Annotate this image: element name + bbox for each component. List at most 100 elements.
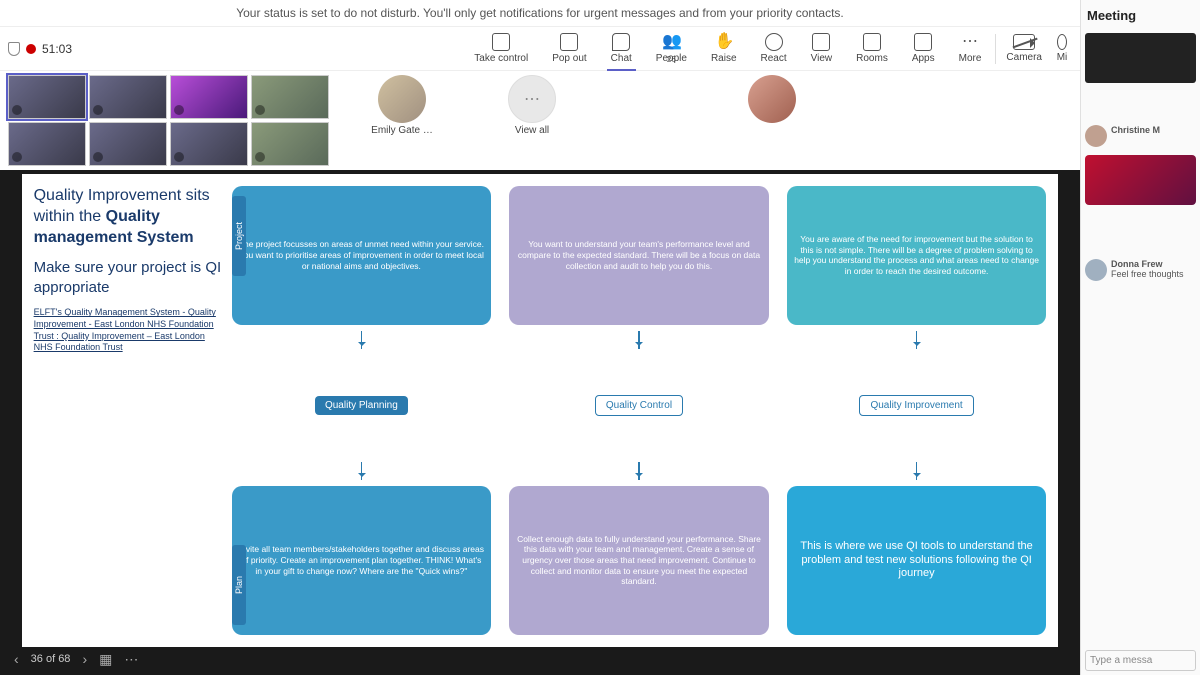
chat-text: Feel free thoughts: [1111, 269, 1196, 279]
flow-box: Invite all team members/stakeholders tog…: [232, 486, 492, 635]
flow-box: Collect enough data to fully understand …: [509, 486, 769, 635]
view-button[interactable]: View: [801, 31, 843, 66]
grid-icon: [812, 33, 830, 51]
react-button[interactable]: React: [751, 31, 797, 66]
next-slide-button[interactable]: ›: [82, 651, 87, 667]
self-view[interactable]: [722, 75, 822, 123]
camera-toggle[interactable]: Camera: [1000, 32, 1048, 65]
participant-name: Emily Gate …: [371, 125, 433, 136]
flow-box: The project focusses on areas of unmet n…: [232, 186, 492, 325]
apps-label: Apps: [912, 53, 935, 64]
participant-thumb[interactable]: [89, 75, 167, 119]
chat-panel-title: Meeting: [1085, 4, 1196, 27]
participant-thumb[interactable]: [170, 122, 248, 166]
raise-label: Raise: [711, 53, 737, 64]
chat-thumbnail: [1085, 33, 1196, 83]
flow-pill: Quality Planning: [315, 396, 408, 415]
arrow-down-icon: [361, 331, 363, 349]
rooms-icon: [863, 33, 881, 51]
flow-box-highlight: This is where we use QI tools to underst…: [787, 486, 1047, 635]
mute-icon: [174, 152, 184, 162]
pop-out-button[interactable]: Pop out: [542, 31, 596, 66]
camera-off-icon: [1013, 34, 1035, 50]
mute-icon: [93, 105, 103, 115]
mute-icon: [12, 105, 22, 115]
mute-icon: [255, 152, 265, 162]
hand-icon: ✋: [715, 33, 733, 51]
slide-counter: 36 of 68: [31, 653, 71, 665]
slide-text-column: Quality Improvement sits within the Qual…: [34, 186, 224, 635]
arrow-down-icon: [916, 331, 918, 349]
arrow-down-icon: [361, 462, 363, 480]
more-button[interactable]: ⋯ More: [949, 31, 992, 66]
view-label: View: [811, 53, 833, 64]
screen-icon: [492, 33, 510, 51]
pop-out-label: Pop out: [552, 53, 586, 64]
flow-pill: Quality Control: [595, 395, 683, 416]
people-button[interactable]: 👥26 People: [646, 31, 697, 66]
prev-slide-button[interactable]: ‹: [14, 651, 19, 667]
participant-thumb[interactable]: [251, 75, 329, 119]
grid-view-icon[interactable]: ▦: [99, 651, 112, 668]
chat-button[interactable]: Chat: [601, 31, 642, 66]
slide-nav-footer: ‹ 36 of 68 › ▦ ⋯: [0, 647, 1080, 671]
take-control-label: Take control: [474, 53, 528, 64]
participant-thumb[interactable]: [89, 122, 167, 166]
flow-box: You want to understand your team's perfo…: [509, 186, 769, 325]
raise-hand-button[interactable]: ✋ Raise: [701, 31, 747, 66]
thumbnail-grid: [8, 75, 329, 166]
arrow-down-icon: [638, 331, 640, 349]
recording-indicator: 51:03: [8, 42, 72, 56]
view-all-label: View all: [515, 125, 549, 136]
smile-icon: [765, 33, 783, 51]
meeting-toolbar: 51:03 Take control Pop out Chat 👥26 Peop…: [0, 27, 1080, 71]
slide-subtitle: Make sure your project is QI appropriate: [34, 258, 224, 297]
chat-username: Donna Frew: [1111, 259, 1196, 269]
chat-label: Chat: [611, 53, 632, 64]
chat-message: Donna Frew Feel free thoughts: [1085, 259, 1196, 281]
presentation-slide: Quality Improvement sits within the Qual…: [22, 174, 1059, 647]
mute-icon: [174, 105, 184, 115]
react-label: React: [761, 53, 787, 64]
chat-username: Christine M: [1111, 125, 1196, 135]
mic-label: Mi: [1057, 52, 1068, 63]
chat-icon: [612, 33, 630, 51]
chat-image-attachment[interactable]: [1085, 155, 1196, 205]
pinned-participant[interactable]: Emily Gate …: [352, 75, 452, 136]
rooms-button[interactable]: Rooms: [846, 31, 898, 66]
slide-diagram: Project Plan The project focusses on are…: [232, 186, 1047, 635]
meeting-timer: 51:03: [42, 42, 72, 56]
participant-thumb[interactable]: [8, 122, 86, 166]
flow-box: You are aware of the need for improvemen…: [787, 186, 1047, 325]
avatar: [748, 75, 796, 123]
shared-content-area: Quality Improvement sits within the Qual…: [0, 170, 1080, 675]
mic-toggle[interactable]: Mi: [1052, 32, 1072, 65]
slide-title: Quality Improvement sits within the Qual…: [34, 186, 224, 248]
popout-icon: [560, 33, 578, 51]
participant-gallery: Emily Gate … ⋯ View all: [0, 71, 1080, 170]
arrow-down-icon: [916, 462, 918, 480]
record-dot-icon: [26, 44, 36, 54]
more-label: More: [959, 53, 982, 64]
view-all-button[interactable]: ⋯ View all: [482, 75, 582, 136]
take-control-button[interactable]: Take control: [464, 31, 538, 66]
status-bar: Your status is set to do not disturb. Yo…: [0, 0, 1080, 27]
people-icon: 👥26: [662, 33, 680, 51]
message-input[interactable]: Type a messa: [1085, 650, 1196, 671]
participant-thumb[interactable]: [170, 75, 248, 119]
more-slide-options[interactable]: ⋯: [124, 651, 138, 668]
main-column: Your status is set to do not disturb. Yo…: [0, 0, 1080, 675]
mute-icon: [93, 152, 103, 162]
avatar: [1085, 259, 1107, 281]
participant-thumb[interactable]: [8, 75, 86, 119]
mic-icon: [1057, 34, 1067, 50]
avatar: [378, 75, 426, 123]
slide-reference-link: ELFT's Quality Management System - Quali…: [34, 307, 224, 354]
ellipsis-icon: ⋯: [961, 33, 979, 51]
row-label-project: Project: [232, 196, 246, 276]
mute-icon: [12, 152, 22, 162]
apps-button[interactable]: Apps: [902, 31, 945, 66]
ellipsis-icon: ⋯: [508, 75, 556, 123]
participant-thumb[interactable]: [251, 122, 329, 166]
shield-icon: [8, 42, 20, 56]
